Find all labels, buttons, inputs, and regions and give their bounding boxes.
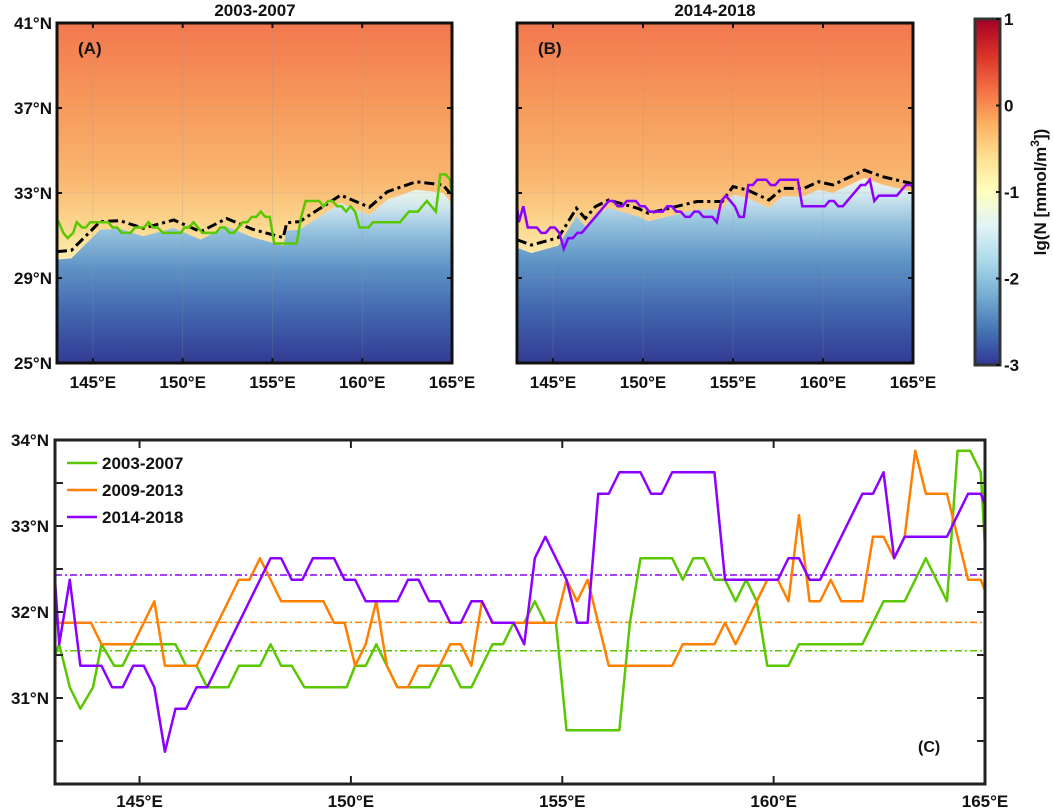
y-tick-label: 41°N — [14, 14, 52, 33]
front-position-line — [55, 173, 454, 245]
y-tick-label: 25°N — [14, 354, 52, 373]
y-tick-label: 31°N — [11, 689, 49, 708]
colorbar-tick-label: -3 — [1004, 356, 1019, 375]
y-tick-label: 33°N — [14, 184, 52, 203]
x-tick-label: 165°E — [429, 373, 476, 392]
colorbar-label: lg(N [mmol/m3]) — [1028, 129, 1050, 256]
series-line-2003-2007 — [53, 449, 987, 732]
y-tick-label: 34°N — [11, 431, 49, 450]
x-tick-label: 145°E — [116, 792, 163, 811]
front-position-line — [515, 176, 915, 253]
x-tick-label: 155°E — [249, 373, 296, 392]
x-tick-label: 145°E — [530, 373, 577, 392]
y-tick-label: 33°N — [11, 517, 49, 536]
x-tick-label: 155°E — [710, 373, 757, 392]
x-tick-label: 150°E — [159, 373, 206, 392]
plot-frame — [53, 438, 987, 786]
colorbar-tick-label: -2 — [1004, 270, 1019, 289]
x-tick-label: 155°E — [539, 792, 586, 811]
map-a-title: 2003-2007 — [214, 1, 295, 20]
map-panel-a: 2003-2007 (A) 145°E 150°E 155°E 160°E 165°E 4… — [14, 1, 475, 392]
colorbar-tick-label: 1 — [1004, 10, 1013, 29]
x-tick-label: 160°E — [750, 792, 797, 811]
colorbar-tick-label: -1 — [1004, 183, 1019, 202]
map-low-nitrate-region — [57, 189, 452, 363]
map-b-panel-label: (B) — [538, 39, 562, 58]
y-tick-label: 32°N — [11, 603, 49, 622]
line-chart-panel-label: (C) — [918, 739, 940, 756]
x-tick-label: 160°E — [800, 373, 847, 392]
contour-line — [56, 180, 452, 254]
map-low-nitrate-region — [517, 178, 913, 363]
colorbar: lg(N [mmol/m3]) 1 0 -1 -2 -3 — [973, 10, 1050, 375]
map-a-panel-label: (A) — [78, 39, 102, 58]
colorbar-tick-label: 0 — [1004, 97, 1013, 116]
series-line-2009-2013 — [55, 449, 987, 689]
y-tick-label: 37°N — [14, 99, 52, 118]
legend-label: 2003-2007 — [102, 454, 183, 473]
series-line-2014-2018 — [53, 471, 987, 753]
line-chart-panel-c: (C) 145°E 150°E 155°E 160°E 165°E 34°N 33°N 32°… — [11, 431, 1008, 811]
x-tick-label: 145°E — [70, 373, 117, 392]
x-tick-label: 165°E — [962, 792, 1009, 811]
x-tick-label: 150°E — [328, 792, 375, 811]
legend-label: 2009-2013 — [102, 481, 183, 500]
legend-label: 2014-2018 — [102, 508, 183, 527]
y-tick-label: 29°N — [14, 269, 52, 288]
x-tick-label: 160°E — [339, 373, 386, 392]
x-tick-label: 165°E — [890, 373, 937, 392]
x-tick-label: 150°E — [620, 373, 667, 392]
map-panel-b: 2014-2018 (B) 145°E 150°E 155°E 160°E 165°E — [515, 1, 937, 392]
map-b-title: 2014-2018 — [674, 1, 755, 20]
